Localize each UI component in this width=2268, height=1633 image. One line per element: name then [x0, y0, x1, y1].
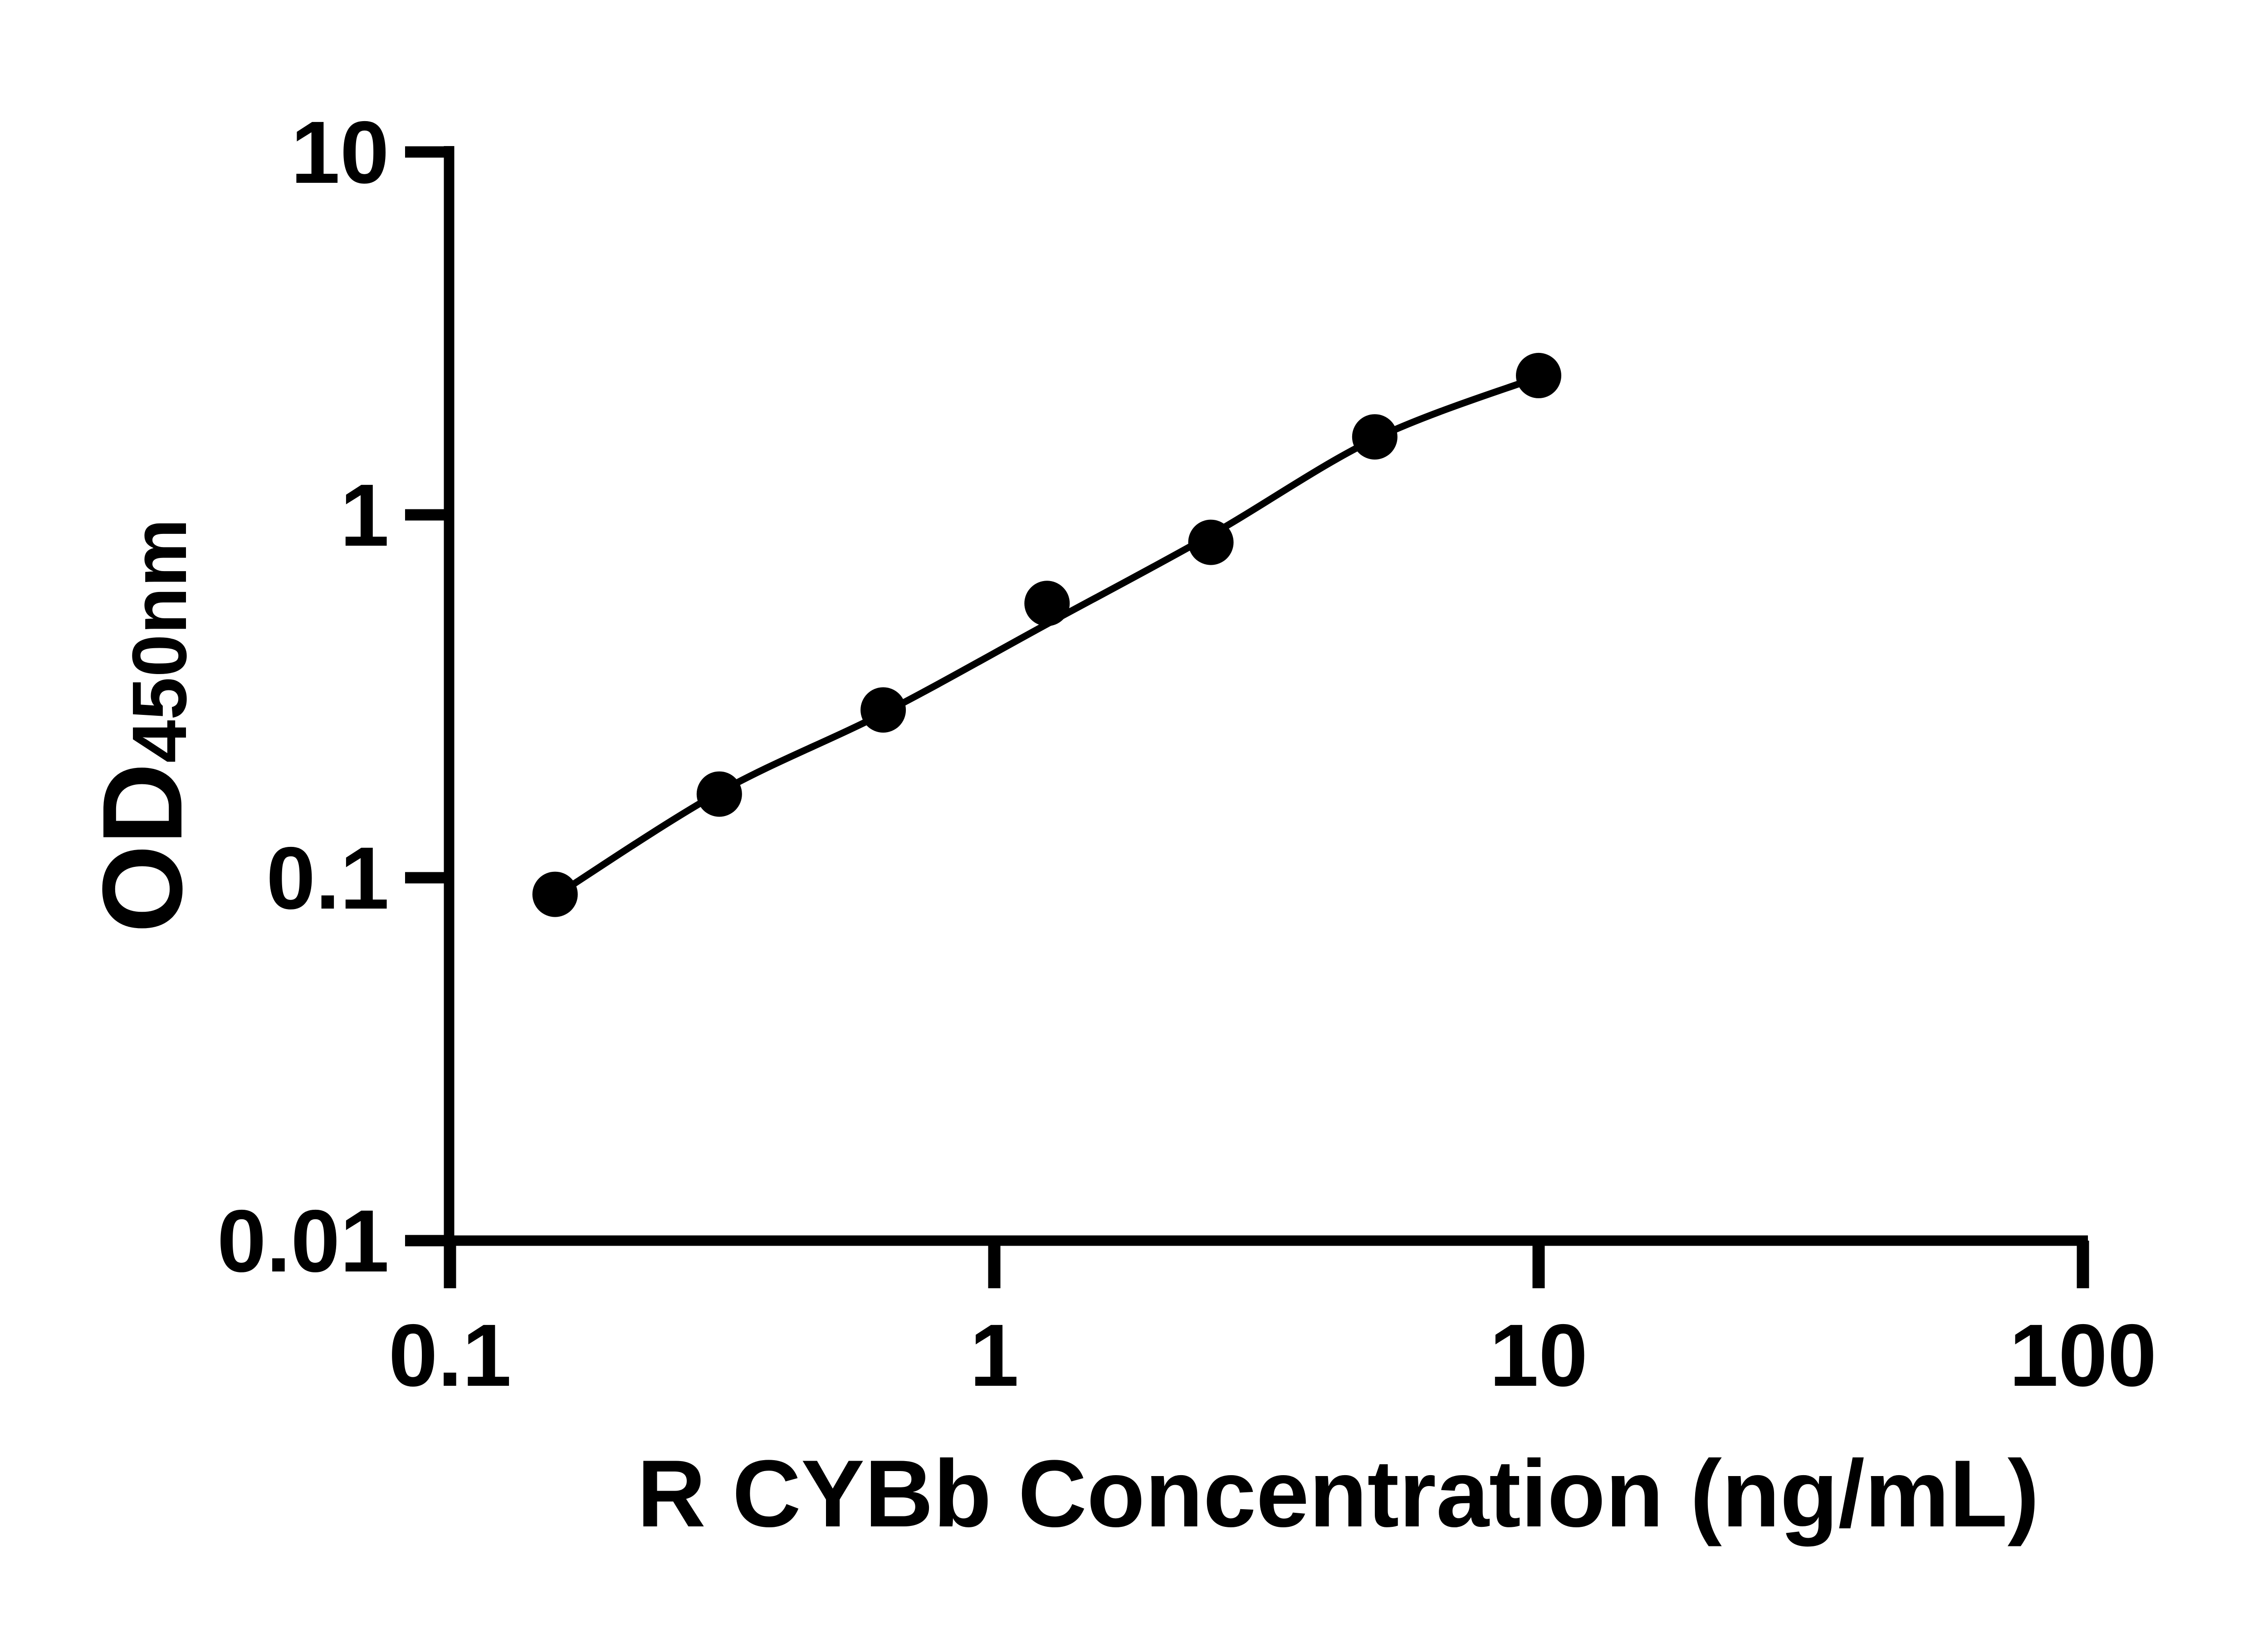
- data-point: [532, 871, 578, 917]
- y-axis-title-main: OD: [79, 763, 205, 933]
- y-tick-label: 0.01: [217, 1192, 389, 1291]
- data-point: [1352, 414, 1398, 460]
- x-axis-title: R CYBb Concentration (ng/mL): [637, 1440, 2039, 1547]
- tick-labels: 10 1 0.1 0.01 0.1 1 10 100: [217, 103, 2156, 1405]
- curve-and-points: [532, 352, 1561, 917]
- data-point: [696, 771, 742, 817]
- x-tick-label: 0.1: [388, 1306, 511, 1405]
- axes: [444, 146, 2088, 1246]
- y-axis-title-subscript: 450nm: [117, 518, 203, 763]
- tick-marks: [405, 146, 2089, 1288]
- y-tick-label: 1: [340, 466, 389, 565]
- x-tick-label: 1: [970, 1306, 1019, 1405]
- data-point: [1516, 352, 1561, 398]
- y-tick-label: 0.1: [266, 829, 389, 928]
- y-tick-label: 10: [291, 103, 389, 202]
- data-point: [1024, 581, 1070, 626]
- x-tick-label: 100: [2009, 1306, 2156, 1405]
- data-point: [860, 687, 906, 733]
- y-axis-title: OD450nm: [79, 518, 205, 933]
- data-point: [1188, 519, 1234, 565]
- fit-curve: [552, 373, 1542, 900]
- x-tick-label: 10: [1490, 1306, 1588, 1405]
